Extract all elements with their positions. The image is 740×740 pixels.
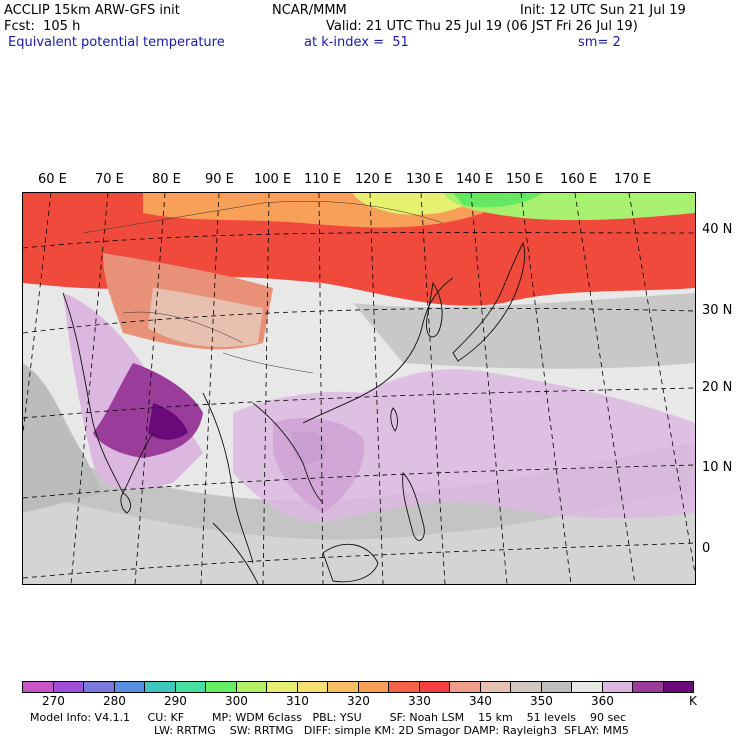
theta-e-map bbox=[23, 193, 695, 584]
colorbar-swatch bbox=[358, 682, 389, 692]
colorbar-swatch bbox=[328, 682, 359, 692]
country-borders bbox=[82, 200, 444, 374]
colorbar-tick: 270 bbox=[42, 694, 65, 708]
k-index-label: at k-index = 51 bbox=[304, 35, 409, 50]
lat-label: 20 N bbox=[702, 380, 733, 395]
colorbar-swatch bbox=[297, 682, 328, 692]
colorbar-tick: 320 bbox=[347, 694, 370, 708]
lon-label: 60 E bbox=[38, 172, 67, 187]
model-info-line1: Model Info: V4.1.1 CU: KF MP: WDM 6class… bbox=[30, 711, 627, 724]
lon-label: 110 E bbox=[304, 172, 342, 187]
colorbar-swatch bbox=[480, 682, 511, 692]
plateau-inner-region bbox=[148, 288, 263, 348]
colorbar-swatch bbox=[633, 682, 664, 692]
lat-label: 30 N bbox=[702, 303, 733, 318]
colorbar-swatch bbox=[602, 682, 633, 692]
colorbar-tick: 280 bbox=[103, 694, 126, 708]
bay-of-bengal-dark-purple bbox=[148, 403, 188, 440]
init-time: Init: 12 UTC Sun 21 Jul 19 bbox=[520, 3, 686, 18]
colorbar-swatch bbox=[236, 682, 267, 692]
lon-label: 90 E bbox=[205, 172, 234, 187]
colorbar-swatch bbox=[206, 682, 237, 692]
colorbar-unit: K bbox=[689, 694, 697, 708]
colorbar-swatch bbox=[419, 682, 450, 692]
colorbar-swatch bbox=[267, 682, 298, 692]
colorbar-swatch bbox=[663, 682, 693, 692]
lat-label: 10 N bbox=[702, 460, 733, 475]
forecast-hour: Fcst: 105 h bbox=[4, 19, 81, 34]
lat-label: 40 N bbox=[702, 222, 733, 237]
coastlines bbox=[62, 241, 526, 584]
lon-label: 130 E bbox=[406, 172, 444, 187]
northeast-bright-green bbox=[453, 193, 543, 208]
lon-label: 140 E bbox=[456, 172, 494, 187]
institution-label: NCAR/MMM bbox=[272, 3, 347, 18]
colorbar-swatch bbox=[541, 682, 572, 692]
lat-label: 0 bbox=[702, 541, 711, 556]
colorbar-tick: 300 bbox=[225, 694, 248, 708]
model-info-line2: LW: RRTMG SW: RRTMG DIFF: simple KM: 2D … bbox=[154, 724, 629, 737]
lon-label: 150 E bbox=[506, 172, 544, 187]
colorbar-swatch bbox=[53, 682, 84, 692]
arabian-sea-gray bbox=[23, 363, 103, 513]
pacific-gray-band bbox=[353, 293, 695, 369]
colorbar-swatch bbox=[114, 682, 145, 692]
valid-time: Valid: 21 UTC Thu 25 Jul 19 (06 JST Fri … bbox=[326, 19, 638, 34]
lon-label: 100 E bbox=[254, 172, 292, 187]
colorbar-swatch bbox=[450, 682, 481, 692]
colorbar-swatch bbox=[389, 682, 420, 692]
colorbar-tick: 310 bbox=[286, 694, 309, 708]
western-pacific-light-purple bbox=[233, 369, 695, 523]
colorbar-tick: 340 bbox=[469, 694, 492, 708]
colorbar-swatch bbox=[23, 682, 54, 692]
southern-light-gray-region bbox=[23, 493, 695, 584]
colorbar bbox=[22, 681, 694, 693]
latitude-grid bbox=[23, 232, 695, 579]
lon-label: 120 E bbox=[355, 172, 393, 187]
colorbar-swatch bbox=[84, 682, 115, 692]
lon-label: 70 E bbox=[95, 172, 124, 187]
colorbar-swatch bbox=[572, 682, 603, 692]
smoothing-label: sm= 2 bbox=[578, 35, 621, 50]
colorbar-tick: 350 bbox=[530, 694, 553, 708]
lon-label: 170 E bbox=[614, 172, 652, 187]
field-name: Equivalent potential temperature bbox=[8, 35, 225, 50]
lon-label: 160 E bbox=[560, 172, 598, 187]
colorbar-swatch bbox=[175, 682, 206, 692]
colorbar-swatch bbox=[145, 682, 176, 692]
colorbar-swatch bbox=[511, 682, 542, 692]
colorbar-tick: 290 bbox=[164, 694, 187, 708]
lon-label: 80 E bbox=[152, 172, 181, 187]
colorbar-tick: 330 bbox=[408, 694, 431, 708]
colorbar-tick: 360 bbox=[591, 694, 614, 708]
model-title: ACCLIP 15km ARW-GFS init bbox=[4, 3, 180, 18]
map-panel bbox=[22, 192, 696, 585]
longitude-grid bbox=[23, 193, 695, 584]
